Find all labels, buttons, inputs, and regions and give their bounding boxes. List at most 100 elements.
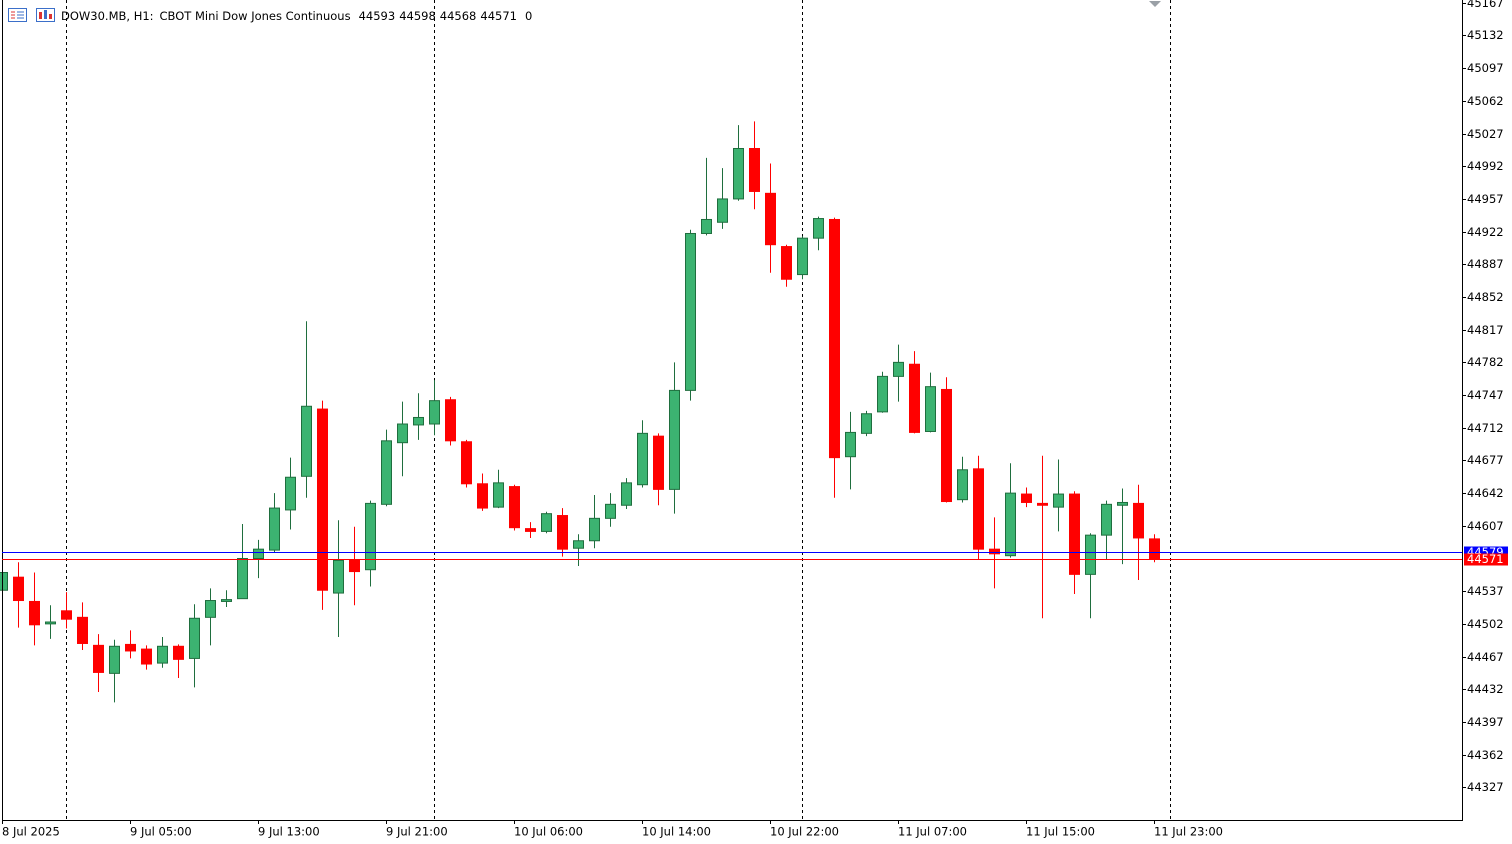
candle-body — [701, 218, 712, 234]
candle-body — [733, 147, 744, 200]
y-tick-label: 44502 — [1467, 617, 1504, 631]
candle-body — [77, 616, 88, 644]
candle-body — [125, 643, 136, 652]
candle-body — [813, 218, 824, 239]
candle-body — [637, 432, 648, 486]
candle-body — [1053, 493, 1064, 508]
x-tick-label: 9 Jul 05:00 — [130, 825, 192, 839]
candle-body — [717, 198, 728, 223]
candle-body — [397, 423, 408, 444]
candle-body — [541, 513, 552, 532]
candle-body — [381, 440, 392, 505]
header-high: 44598 — [399, 9, 436, 23]
x-tick-label: 11 Jul 15:00 — [1026, 825, 1095, 839]
candle-body — [509, 486, 520, 529]
candle-body — [461, 441, 472, 485]
chart-title: CBOT Mini Dow Jones Continuous — [160, 9, 351, 23]
candle-body — [749, 147, 760, 192]
candle-body — [1069, 493, 1080, 575]
candle-body — [0, 572, 8, 591]
y-tick-label: 45097 — [1467, 61, 1504, 75]
header-low: 44568 — [440, 9, 477, 23]
x-tick-label: 10 Jul 22:00 — [770, 825, 839, 839]
candle-body — [861, 413, 872, 434]
candle-body — [797, 237, 808, 276]
chart-header: DOW30.MB, H1: CBOT Mini Dow Jones Continu… — [61, 9, 532, 23]
candle-body — [1101, 503, 1112, 536]
candle-body — [557, 515, 568, 550]
axes — [2, 0, 1463, 821]
y-tick-label: 44817 — [1467, 323, 1504, 337]
x-tick-label: 11 Jul 23:00 — [1154, 825, 1223, 839]
y-tick-label: 44782 — [1467, 355, 1504, 369]
candle-body — [765, 192, 776, 246]
bid-label-box — [1464, 553, 1508, 566]
candle-body — [93, 644, 104, 673]
candle-body — [493, 482, 504, 508]
candle-body — [621, 482, 632, 506]
header-open: 44593 — [359, 9, 396, 23]
candle-body — [253, 548, 264, 559]
candle-body — [349, 559, 360, 573]
candle-body — [317, 408, 328, 591]
y-tick-label: 44362 — [1467, 748, 1504, 762]
candle-body — [1037, 502, 1048, 506]
candle-body — [429, 400, 440, 425]
y-tick-label: 44887 — [1467, 257, 1504, 271]
y-tick-label: 44992 — [1467, 159, 1504, 173]
candle-body — [61, 610, 72, 620]
candle-body — [157, 645, 168, 664]
y-tick-label: 44642 — [1467, 486, 1504, 500]
candle-body — [301, 405, 312, 477]
candle-body — [109, 645, 120, 674]
candle-body — [973, 468, 984, 550]
y-tick-label: 44397 — [1467, 715, 1504, 729]
candle-body — [13, 576, 24, 602]
y-tick-label: 44922 — [1467, 225, 1504, 239]
y-tick-label: 45062 — [1467, 94, 1504, 108]
candle-body — [477, 483, 488, 509]
candle-body — [925, 386, 936, 432]
candle-body — [989, 548, 1000, 555]
y-tick-label: 45167 — [1467, 0, 1504, 10]
y-tick-label: 44677 — [1467, 453, 1504, 467]
candle-body — [525, 528, 536, 532]
y-tick-label: 44747 — [1467, 388, 1504, 402]
candle-body — [173, 645, 184, 660]
candle-body — [205, 600, 216, 618]
y-tick-label: 45027 — [1467, 127, 1504, 141]
candle-body — [1117, 501, 1128, 506]
candle-body — [29, 600, 40, 626]
candle-body — [941, 388, 952, 503]
header-close: 44571 — [480, 9, 517, 23]
candle-body — [1021, 493, 1032, 503]
candle-body — [669, 389, 680, 490]
x-tick-label: 9 Jul 21:00 — [386, 825, 448, 839]
symbol: DOW30.MB, H1: — [61, 9, 154, 23]
candle-body — [1005, 492, 1016, 557]
candle-body — [685, 232, 696, 391]
candle-body — [141, 648, 152, 665]
y-tick-label: 44432 — [1467, 682, 1504, 696]
candle-body — [445, 399, 456, 442]
candle-body — [909, 363, 920, 433]
candle-body — [829, 218, 840, 459]
y-tick-label: 44712 — [1467, 421, 1504, 435]
icon-bar — [44, 10, 47, 19]
header-extra: 0 — [525, 9, 532, 23]
candle-body — [269, 507, 280, 551]
candle-body — [893, 361, 904, 377]
y-tick-label: 44607 — [1467, 519, 1504, 533]
candle-body — [845, 431, 856, 458]
shift-marker[interactable] — [1149, 1, 1161, 7]
candle-body — [957, 469, 968, 501]
x-tick-label: 10 Jul 14:00 — [642, 825, 711, 839]
icon-bar — [49, 14, 52, 19]
icon-bar — [39, 12, 42, 19]
toolbar-icons — [8, 8, 55, 22]
candle-body — [237, 557, 248, 600]
candle-body — [285, 476, 296, 511]
candle-body — [189, 617, 200, 659]
